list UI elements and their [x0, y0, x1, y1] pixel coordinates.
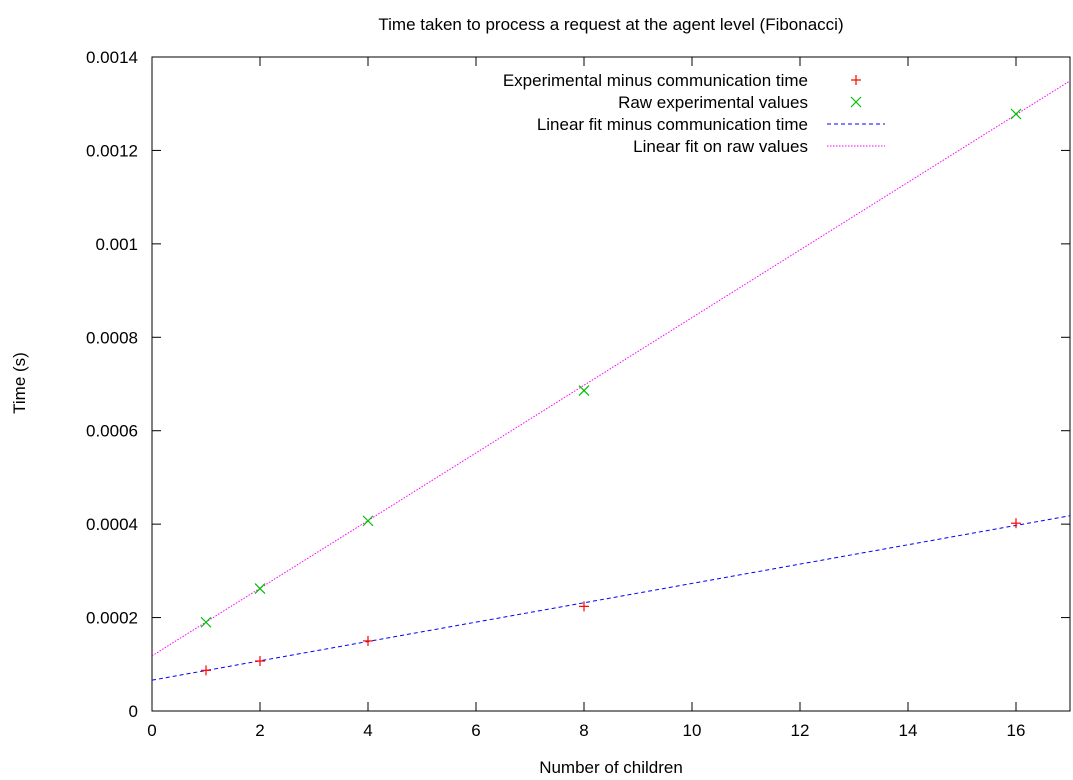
marker-stroke — [1010, 108, 1022, 120]
x-tick-label: 6 — [471, 721, 480, 740]
data-point-series-1 — [254, 583, 266, 595]
plot-area — [151, 80, 1071, 681]
x-tick-label: 16 — [1007, 721, 1026, 740]
chart-title: Time taken to process a request at the a… — [378, 15, 843, 34]
legend-label: Experimental minus communication time — [503, 71, 808, 90]
y-tick-label: 0.0002 — [86, 609, 138, 628]
x-axis-label: Number of children — [539, 758, 683, 777]
legend-marker-sample — [850, 96, 862, 108]
x-tick-label: 8 — [579, 721, 588, 740]
y-tick-label: 0.0014 — [86, 48, 138, 67]
y-tick-label: 0.001 — [95, 235, 138, 254]
data-point-series-1 — [362, 515, 374, 527]
legend-label: Linear fit minus communication time — [537, 115, 808, 134]
axes-group: 0 2 4 6 8 10 12 14 16 0 0.0002 0.0004 0.0006 0.0008 0.… — [86, 48, 1071, 740]
marker-stroke — [850, 96, 862, 108]
x-tick-label: 12 — [791, 721, 810, 740]
marker-stroke — [578, 385, 590, 396]
y-tick-label: 0.0012 — [86, 141, 138, 160]
legend-marker-sample — [851, 75, 861, 85]
y-tick-label: 0.0004 — [86, 515, 138, 534]
x-tick-label: 4 — [363, 721, 372, 740]
legend-label: Raw experimental values — [618, 93, 808, 112]
data-point-series-0 — [579, 601, 589, 612]
series-line-2 — [151, 515, 1071, 681]
y-axis-label: Time (s) — [10, 352, 29, 414]
data-point-series-1 — [578, 385, 590, 396]
legend-label: Linear fit on raw values — [633, 137, 808, 156]
series-line-3 — [151, 80, 1071, 657]
data-point-series-0 — [255, 656, 265, 667]
data-point-series-0 — [1011, 518, 1021, 529]
y-tick-label: 0.0006 — [86, 422, 138, 441]
legend: Experimental minus communication time Raw… — [503, 71, 885, 156]
marker-stroke — [200, 616, 212, 628]
x-tick-label: 14 — [899, 721, 918, 740]
y-tick-label: 0.0008 — [86, 328, 138, 347]
marker-stroke — [254, 583, 266, 595]
x-tick-label: 10 — [683, 721, 702, 740]
data-point-series-1 — [200, 616, 212, 628]
data-point-series-0 — [363, 635, 373, 646]
data-point-series-0 — [201, 665, 211, 676]
data-point-series-1 — [1010, 108, 1022, 120]
x-tick-label: 2 — [255, 721, 264, 740]
x-tick-label: 0 — [147, 721, 156, 740]
marker-stroke — [362, 515, 374, 527]
plot-border — [151, 56, 1071, 712]
y-tick-label: 0 — [129, 702, 138, 721]
